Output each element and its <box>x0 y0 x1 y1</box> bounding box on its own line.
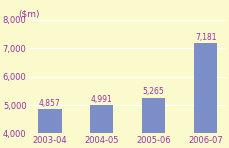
Bar <box>90 105 114 148</box>
Bar <box>194 43 217 148</box>
Text: ($m): ($m) <box>18 10 39 19</box>
Text: 5,265: 5,265 <box>143 87 165 96</box>
Text: 4,991: 4,991 <box>91 95 113 104</box>
Bar <box>38 109 62 148</box>
Text: 4,857: 4,857 <box>39 99 61 108</box>
Bar <box>142 98 165 148</box>
Text: 7,181: 7,181 <box>195 33 216 42</box>
